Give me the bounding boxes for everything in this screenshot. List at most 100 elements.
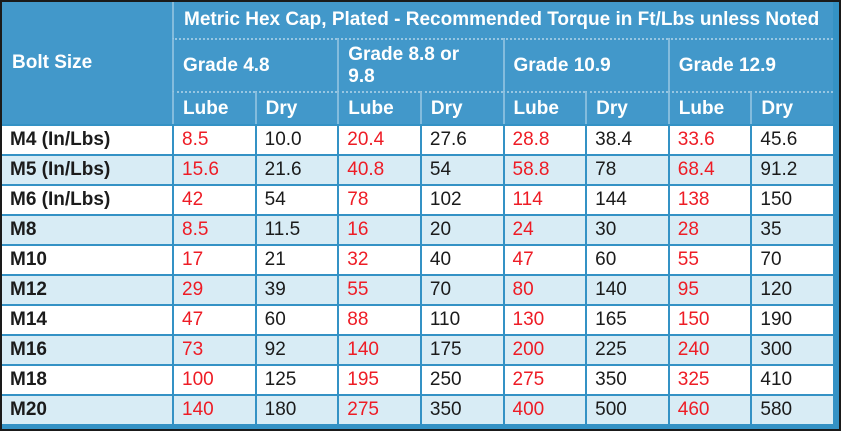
torque-value-cell: 500 (587, 396, 668, 424)
table-row: M20 140 180 275 350 400 500 460 580 (2, 396, 833, 424)
grade-header: Grade 8.8 or 9.8 (337, 38, 503, 91)
torque-value-cell: 70 (752, 246, 833, 274)
torque-value-cell: 32 (339, 246, 420, 274)
torque-value-cell: 29 (174, 276, 255, 304)
torque-value-cell: 180 (256, 396, 338, 424)
torque-value-cell: 240 (669, 336, 751, 364)
torque-value-cell: 140 (174, 396, 255, 424)
torque-value-cell: 91.2 (752, 156, 833, 184)
torque-value-cell: 144 (587, 186, 668, 214)
torque-value-cell: 73 (174, 336, 255, 364)
condition-header-label: Dry (265, 97, 298, 119)
torque-value-cell: 140 (339, 336, 420, 364)
table-row: M4 (In/Lbs) 8.5 10.0 20.4 27.6 28.8 38.4 33.6 45… (2, 126, 833, 154)
torque-value-cell: 190 (752, 306, 833, 334)
torque-value-cell: 110 (421, 306, 503, 334)
torque-value-cell: 80 (504, 276, 586, 304)
table-body: M4 (In/Lbs) 8.5 10.0 20.4 27.6 28.8 38.4 33.6 45… (2, 124, 833, 424)
condition-header-label: Lube (678, 97, 725, 119)
torque-value-cell: 30 (587, 216, 668, 244)
condition-header: Dry (750, 91, 833, 124)
torque-value-cell: 300 (752, 336, 833, 364)
torque-value-cell: 20 (421, 216, 503, 244)
table-row: M18 100 125 195 250 275 350 325 410 (2, 366, 833, 394)
torque-value-cell: 21 (256, 246, 338, 274)
torque-value-cell: 17 (174, 246, 255, 274)
bolt-size-cell: M5 (In/Lbs) (2, 156, 172, 184)
torque-value-cell: 165 (587, 306, 668, 334)
torque-value-cell: 8.5 (174, 126, 255, 154)
condition-header: Dry (419, 91, 503, 124)
torque-value-cell: 88 (339, 306, 420, 334)
torque-value-cell: 28.8 (504, 126, 586, 154)
torque-value-cell: 102 (421, 186, 503, 214)
torque-value-cell: 350 (587, 366, 668, 394)
torque-value-cell: 225 (587, 336, 668, 364)
torque-value-cell: 95 (669, 276, 751, 304)
torque-value-cell: 24 (504, 216, 586, 244)
torque-value-cell: 275 (504, 366, 586, 394)
torque-value-cell: 175 (421, 336, 503, 364)
torque-value-cell: 60 (587, 246, 668, 274)
condition-header: Lube (337, 91, 420, 124)
condition-header-label: Lube (513, 97, 559, 119)
condition-header-label: Lube (183, 97, 229, 119)
torque-value-cell: 39 (256, 276, 338, 304)
table-header: Bolt Size Metric Hex Cap, Plated - Recom… (2, 2, 833, 124)
torque-value-cell: 8.5 (174, 216, 255, 244)
torque-value-cell: 580 (752, 396, 833, 424)
torque-value-cell: 27.6 (421, 126, 503, 154)
bolt-size-header: Bolt Size (2, 2, 172, 124)
bolt-size-cell: M12 (2, 276, 172, 304)
condition-header-label: Dry (430, 97, 463, 119)
condition-header-label: Lube (348, 97, 394, 119)
bolt-size-cell: M18 (2, 366, 172, 394)
torque-value-cell: 55 (339, 276, 420, 304)
torque-value-cell: 140 (587, 276, 668, 304)
table-row: M6 (In/Lbs) 42 54 78 102 114 144 138 150 (2, 186, 833, 214)
torque-value-cell: 55 (669, 246, 751, 274)
torque-value-cell: 78 (339, 186, 420, 214)
condition-header: Dry (254, 91, 338, 124)
torque-value-cell: 200 (504, 336, 586, 364)
table-row: M12 29 39 55 70 80 140 95 120 (2, 276, 833, 304)
torque-value-cell: 100 (174, 366, 255, 394)
bolt-size-cell: M4 (In/Lbs) (2, 126, 172, 154)
torque-value-cell: 54 (256, 186, 338, 214)
torque-value-cell: 460 (669, 396, 751, 424)
torque-value-cell: 150 (669, 306, 751, 334)
table-row: M16 73 92 140 175 200 225 240 300 (2, 336, 833, 364)
torque-value-cell: 10.0 (256, 126, 338, 154)
torque-value-cell: 16 (339, 216, 420, 244)
torque-value-cell: 42 (174, 186, 255, 214)
table-row: M14 47 60 88 110 130 165 150 190 (2, 306, 833, 334)
torque-value-cell: 410 (752, 366, 833, 394)
grade-header: Grade 12.9 (667, 38, 833, 91)
table-title: Metric Hex Cap, Plated - Recommended Tor… (172, 2, 833, 38)
condition-header-label: Dry (761, 97, 794, 119)
torque-value-cell: 35 (752, 216, 833, 244)
torque-value-cell: 58.8 (504, 156, 586, 184)
torque-value-cell: 92 (256, 336, 338, 364)
torque-value-cell: 60 (256, 306, 338, 334)
torque-value-cell: 68.4 (669, 156, 751, 184)
grade-header: Grade 4.8 (172, 38, 338, 91)
condition-header-label: Dry (596, 97, 628, 119)
torque-value-cell: 40.8 (339, 156, 420, 184)
grade-header: Grade 10.9 (502, 38, 668, 91)
torque-value-cell: 130 (504, 306, 586, 334)
torque-value-cell: 70 (421, 276, 503, 304)
torque-value-cell: 250 (421, 366, 503, 394)
grade-header-label: Grade 10.9 (513, 54, 611, 76)
table-row: M10 17 21 32 40 47 60 55 70 (2, 246, 833, 274)
condition-header: Lube (667, 91, 751, 124)
torque-value-cell: 47 (174, 306, 255, 334)
grade-header-label: Grade 8.8 or 9.8 (348, 43, 460, 87)
bolt-size-cell: M8 (2, 216, 172, 244)
grade-header-label: Grade 4.8 (183, 54, 270, 76)
torque-value-cell: 15.6 (174, 156, 255, 184)
bolt-size-header-label: Bolt Size (12, 52, 93, 73)
torque-value-cell: 138 (669, 186, 751, 214)
table-row: M5 (In/Lbs) 15.6 21.6 40.8 54 58.8 78 68.4 91.2 (2, 156, 833, 184)
